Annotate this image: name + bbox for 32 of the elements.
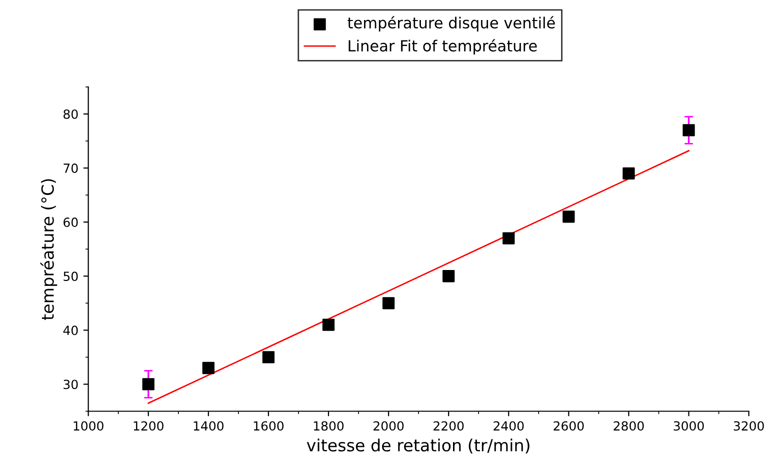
x-tick-label: 1400 (194, 421, 224, 431)
point (442, 270, 455, 282)
x-tick-label: 2600 (554, 421, 584, 431)
y-tick-label: 40 (63, 326, 78, 336)
x-tick-label: 1800 (314, 421, 344, 431)
y-tick-label: 60 (64, 218, 78, 227)
x-tick-label: 1200 (134, 421, 164, 431)
point (142, 378, 154, 390)
legend-label: Linear Fit of tempréature (348, 39, 537, 55)
point (682, 124, 695, 136)
x-tick-label: 2400 (494, 421, 524, 431)
x-axis-title: vitesse de retation (tr/min) (306, 438, 530, 454)
point (562, 210, 575, 223)
point (202, 362, 214, 374)
point (622, 167, 635, 180)
point (382, 297, 395, 310)
x-tick-label: 1600 (254, 421, 284, 431)
point (502, 232, 515, 244)
x-tick-label: 2800 (614, 421, 644, 431)
y-tick-label: 30 (64, 380, 78, 390)
y-tick-label: 80 (64, 109, 78, 119)
x-tick-label: 2200 (434, 421, 464, 431)
point (262, 351, 275, 364)
x-tick-label: 2000 (374, 421, 404, 431)
legend-label: température disque ventilé (348, 16, 555, 32)
x-tick-label: 3200 (734, 421, 764, 431)
y-tick-label: 50 (64, 272, 78, 282)
y-axis-title: tempréature (°C) (40, 179, 58, 320)
point (322, 318, 335, 331)
y-tick-label: 70 (64, 163, 78, 173)
x-tick-label: 1000 (74, 421, 104, 431)
x-tick-label: 3000 (674, 421, 704, 431)
